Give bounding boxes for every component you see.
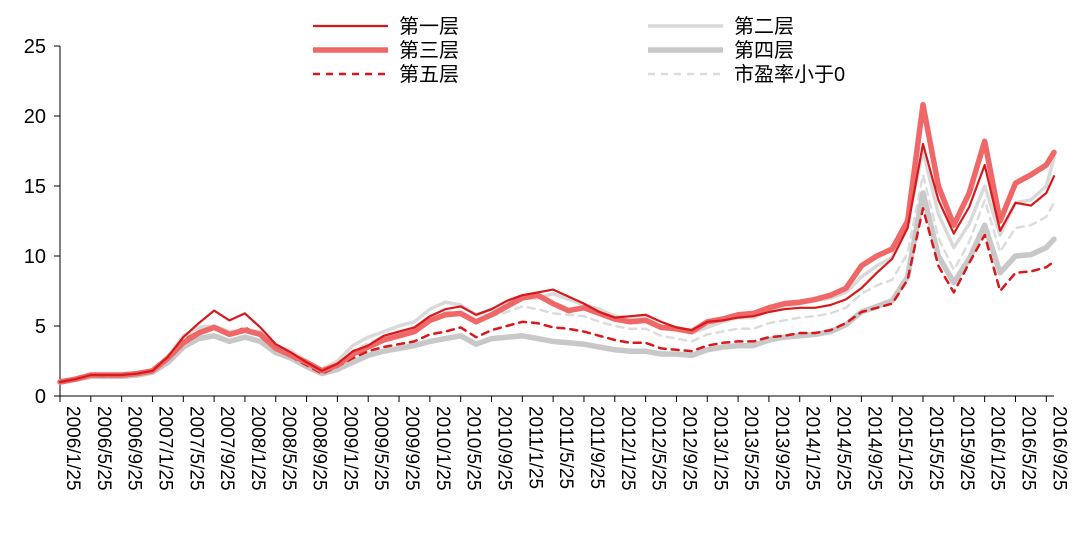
x-tick-label: 2012/9/25 [678,406,699,491]
x-tick-label: 2010/5/25 [463,406,484,491]
x-tick-label: 2013/9/25 [771,406,792,491]
legend-label-1: 第一层 [399,15,459,38]
x-tick-label: 2009/1/25 [339,406,360,491]
legend-label-2: 第二层 [734,15,794,38]
x-tick-label: 2013/5/25 [740,406,761,491]
x-tick-label: 2011/5/25 [555,406,576,489]
x-tick-label: 2014/1/25 [802,406,823,491]
x-tick-label: 2007/5/25 [185,406,206,491]
y-tick-label: 15 [24,176,46,198]
x-tick-label: 2007/1/25 [154,406,175,491]
series-line-1 [58,142,1056,384]
plot-area [57,102,1057,385]
x-tick-label: 2006/1/25 [62,406,83,491]
series-line-2 [58,149,1056,384]
y-tick-label: 5 [35,316,46,338]
y-tick-label: 25 [24,36,46,58]
x-tick-label: 2008/5/25 [278,406,299,491]
legend-label-3: 第三层 [399,39,459,62]
x-tick-label: 2008/1/25 [247,406,268,491]
x-tick-label: 2009/9/25 [401,406,422,491]
x-tick-label: 2013/1/25 [709,406,730,491]
legend-label-5: 第五层 [399,63,459,86]
x-tick-label: 2014/9/25 [863,406,884,491]
x-tick-label: 2012/1/25 [617,406,638,491]
series-line-3 [57,102,1057,385]
x-tick-label: 2010/9/25 [494,406,515,491]
x-tick-label: 2011/9/25 [586,406,607,489]
x-tick-label: 2016/1/25 [987,406,1008,491]
x-tick-label: 2007/9/25 [216,406,237,491]
x-tick-label: 2008/9/25 [309,406,330,491]
series-line-4 [57,190,1057,385]
x-tick-label: 2014/5/25 [833,406,854,491]
x-tick-label: 2006/9/25 [124,406,145,491]
x-tick-label: 2009/5/25 [370,406,391,491]
x-tick-label: 2012/5/25 [648,406,669,491]
x-tick-label: 2015/1/25 [894,406,915,491]
legend-label-4: 第四层 [734,39,794,62]
x-tick-label: 2016/5/25 [1017,406,1038,491]
y-tick-label: 0 [35,386,46,408]
x-tick-label: 2011/1/25 [524,406,545,489]
axes: 0 5 10 15 20 25 2006/1/25 2006/5/25 2006/9/25 200… [24,36,1070,491]
y-tick-label: 20 [24,106,46,128]
x-tick-label: 2015/5/25 [925,406,946,491]
x-tick-label: 2006/5/25 [93,406,114,491]
x-tick-label: 2016/9/25 [1048,406,1069,491]
x-tick-label: 2010/1/25 [432,406,453,491]
x-tick-label: 2015/9/25 [956,406,977,491]
legend-label-6: 市盈率小于0 [734,63,845,86]
y-tick-label: 10 [24,246,46,268]
